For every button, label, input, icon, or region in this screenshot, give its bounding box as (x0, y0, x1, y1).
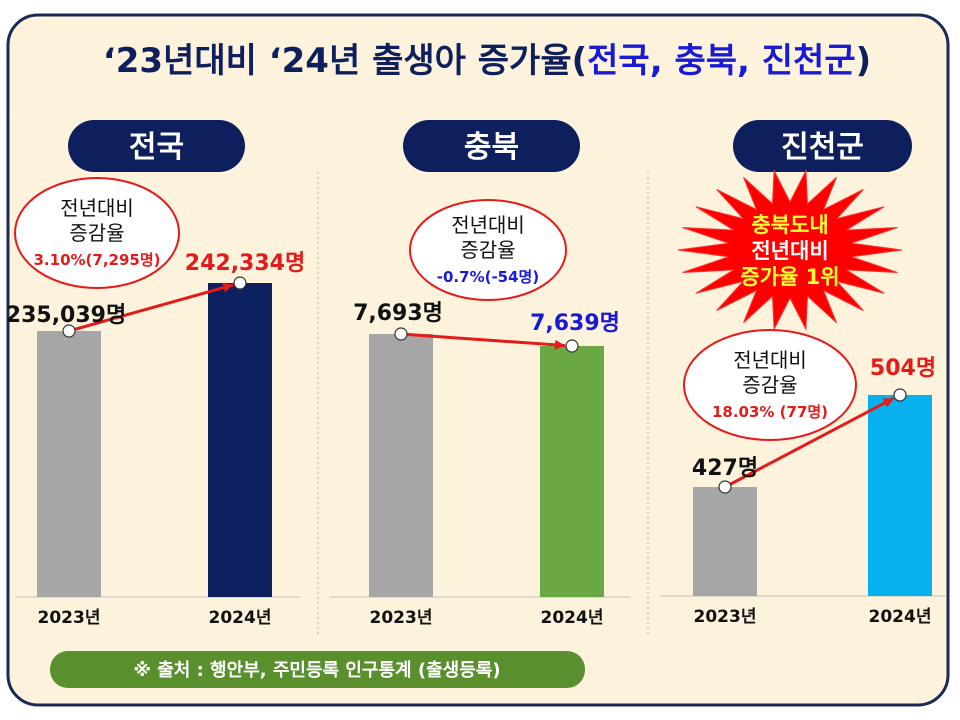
panel-title: 진천군 (781, 130, 864, 165)
x-tick-label: 2024년 (869, 607, 932, 627)
callout-ellipse (683, 329, 857, 441)
callout-line2: 증감율 (460, 238, 515, 262)
value-label-2023: 7,693명 (353, 301, 443, 326)
callout-change: 3.10%(7,295명) (34, 251, 161, 269)
value-label-2024: 242,334명 (185, 251, 305, 276)
value-label-2023: 235,039명 (6, 303, 126, 328)
data-point (394, 327, 408, 341)
bar-2024년 (868, 394, 932, 596)
x-tick-label: 2024년 (209, 608, 272, 628)
callout-ellipse (409, 199, 567, 301)
burst-line3: 증가율 1위 (740, 265, 839, 289)
callout-line2: 증감율 (69, 221, 124, 245)
data-point (62, 324, 76, 338)
data-point (718, 480, 732, 494)
data-point (565, 339, 579, 353)
arrow-head (882, 398, 894, 408)
panel-title-pill (403, 120, 580, 172)
callout-line1: 전년대비 (60, 196, 134, 220)
change-arrow-line (724, 396, 895, 489)
bar-2024년 (208, 283, 272, 597)
bar-2023년 (693, 487, 757, 596)
callout-line2: 증감율 (742, 373, 797, 397)
source-text: ※ 출처 : 행안부, 주민등록 인구통계 (출생등록) (133, 660, 500, 681)
arrow-head (554, 339, 566, 350)
x-tick-label: 2023년 (694, 607, 757, 627)
panel-title-pill (733, 120, 912, 172)
bar-2024년 (540, 346, 604, 597)
data-point (893, 388, 907, 402)
callout-change: -0.7%(-54명) (437, 268, 539, 286)
callout-change: 18.03% (77명) (712, 403, 828, 421)
burst-line1: 충북도내 (751, 213, 828, 237)
callout-line1: 전년대비 (733, 348, 807, 372)
bar-2023년 (37, 331, 101, 597)
value-label-2024: 7,639명 (530, 311, 620, 336)
value-label-2024: 504명 (870, 356, 936, 381)
change-arrow-line (68, 283, 234, 333)
x-tick-label: 2023년 (370, 608, 433, 628)
bar-2023년 (369, 334, 433, 597)
change-arrow-line (400, 332, 566, 348)
x-tick-label: 2024년 (541, 608, 604, 628)
data-point (233, 276, 247, 290)
callout-line1: 전년대비 (451, 213, 525, 237)
arrow-head (222, 282, 234, 293)
panel-title-pill (68, 120, 245, 172)
starburst: 충북도내 전년대비 증가율 1위 (677, 168, 903, 332)
panel-title: 전국 (129, 130, 184, 165)
burst-line2: 전년대비 (751, 239, 828, 263)
source-pill (50, 651, 585, 688)
callout-ellipse (14, 177, 180, 289)
page-title: ‘23년대비 ‘24년 출생아 증가율(전국, 충북, 진천군) (103, 41, 871, 81)
x-tick-label: 2023년 (38, 608, 101, 628)
value-label-2023: 427명 (692, 456, 758, 481)
panel-title: 충북 (464, 130, 519, 165)
